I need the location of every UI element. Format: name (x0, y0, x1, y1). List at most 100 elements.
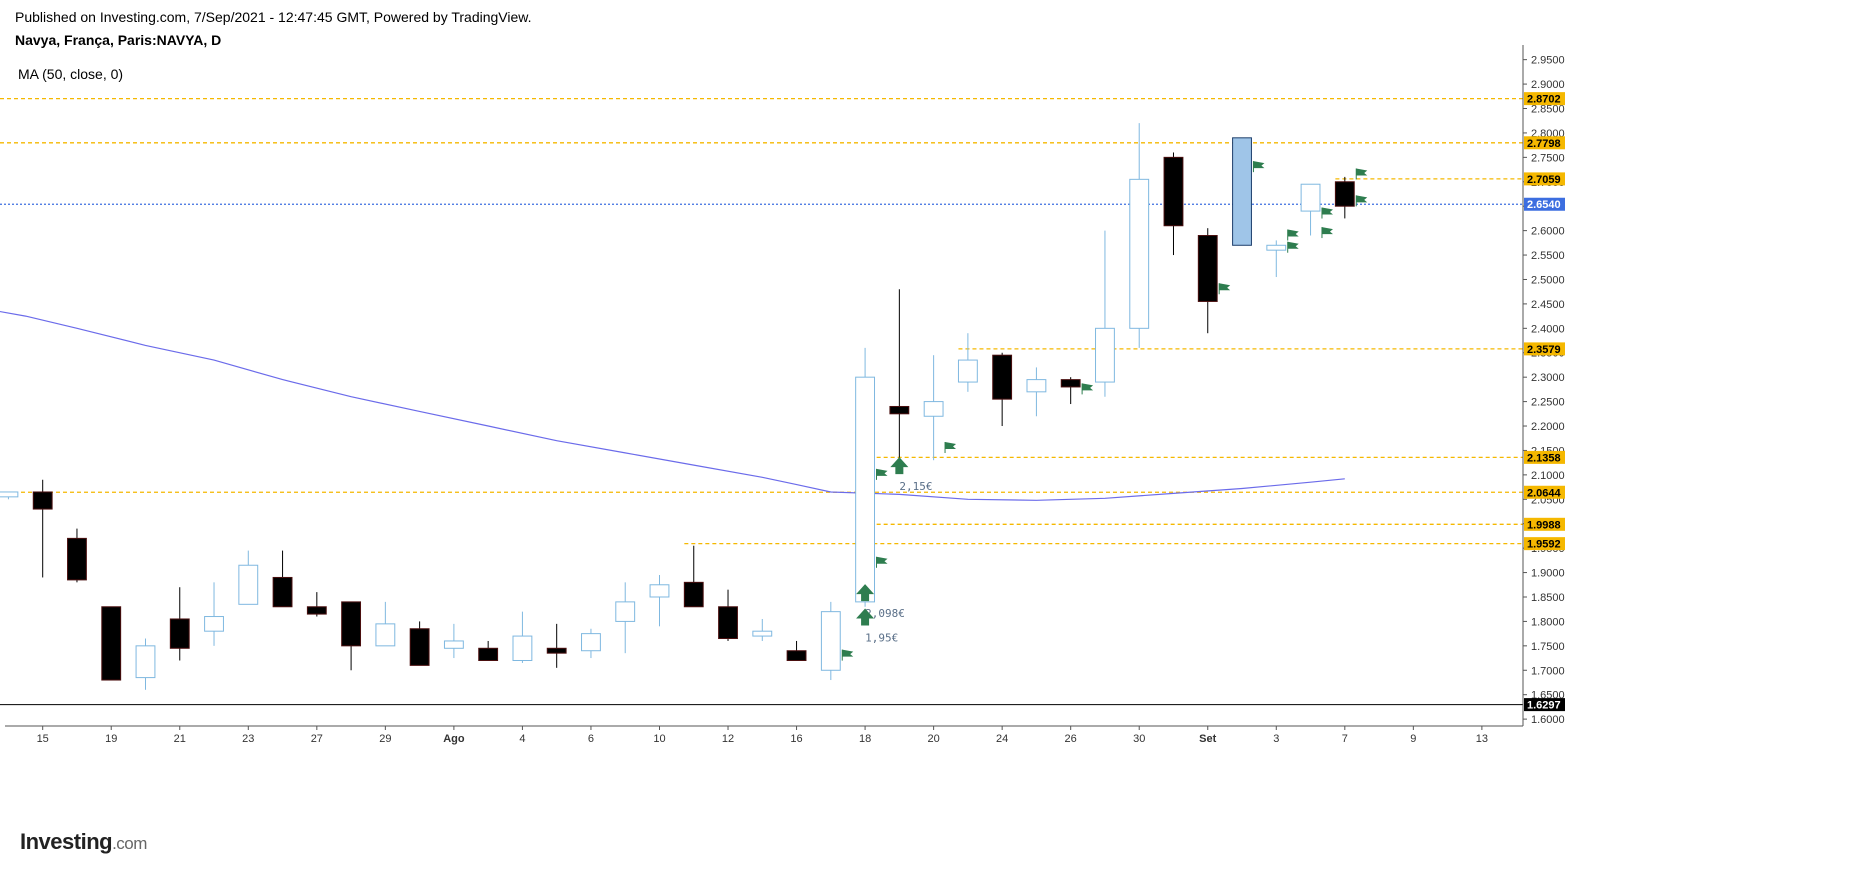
y-tick-label: 2.5000 (1531, 274, 1565, 286)
price-badge-box (1524, 537, 1565, 551)
x-tick-label: 24 (996, 733, 1008, 745)
candle-body (1197, 235, 1218, 302)
arrow-up-icon (890, 457, 909, 475)
moving-average (0, 310, 1345, 501)
price-badge: 1.9988 (1524, 517, 1565, 531)
candle (1266, 240, 1287, 278)
candle (1334, 176, 1355, 219)
flag-marker (876, 468, 888, 480)
x-tick-label: 4 (519, 733, 525, 745)
flag-marker (1321, 207, 1333, 219)
x-tick-label: 19 (105, 733, 117, 745)
price-badge-label: 1.9592 (1527, 539, 1561, 551)
candle (992, 352, 1013, 427)
x-tick-label: 7 (1342, 733, 1348, 745)
annotation-label: 2,15€ (899, 480, 932, 493)
candle-body (615, 601, 636, 622)
flag-marker (876, 556, 888, 568)
price-badge-box (1524, 136, 1565, 150)
price-badge-box (1524, 698, 1565, 712)
candle (306, 592, 327, 617)
candle-body (375, 623, 396, 647)
candle-body (820, 611, 841, 671)
candle-body (478, 647, 499, 661)
price-badge: 2.7798 (1524, 136, 1565, 150)
x-tick-label: 9 (1410, 733, 1416, 745)
flag-marker (944, 442, 957, 454)
price-badge: 2.8702 (1524, 92, 1565, 106)
candle (1095, 230, 1115, 397)
candle-body (1026, 379, 1047, 393)
flag-marker (841, 649, 854, 661)
x-tick-label: Ago (443, 733, 465, 745)
y-tick-label: 1.7500 (1531, 641, 1565, 653)
candle-body (889, 405, 910, 415)
price-badge-label: 2.1358 (1527, 452, 1561, 464)
horizontal-levels (0, 97, 1523, 706)
price-badges: 2.8702 2.7798 2.7059 2.6540 2.3579 2.1358 2.06… (1524, 92, 1565, 712)
investing-logo: Investing.com (20, 829, 147, 855)
candle-body (1334, 181, 1355, 207)
candle (649, 575, 670, 627)
candle (923, 355, 944, 461)
candle (135, 638, 156, 690)
price-annotation: 1,95€ (856, 608, 898, 645)
candle-body (649, 584, 670, 598)
price-badge: 1.6297 (1524, 698, 1565, 712)
y-tick-label: 2.5500 (1531, 250, 1565, 262)
candle-body (957, 359, 978, 383)
y-tick-label: 2.1000 (1531, 470, 1565, 482)
price-badge-label: 2.3579 (1527, 344, 1561, 356)
y-tick-label: 2.9500 (1531, 55, 1565, 67)
arrow-up-icon (856, 584, 875, 602)
candle (683, 545, 704, 608)
flag-marker (1081, 383, 1094, 395)
candle (443, 623, 464, 659)
y-tick-label: 2.2500 (1531, 397, 1565, 409)
flag-marker (1287, 229, 1299, 241)
y-tick-label: 1.9000 (1531, 568, 1565, 580)
flag-icon (1219, 283, 1231, 291)
candle (238, 550, 259, 605)
ma-line (0, 310, 1345, 501)
x-tick-label: 23 (242, 733, 254, 745)
time-axis: 15 19 21 23 27 29 Ago 4 6 10 12 16 18 20 24 26 30 Set 3 7 9 1… (5, 725, 1523, 745)
candle-body (718, 606, 738, 640)
flag-icon (1356, 168, 1368, 176)
logo-suffix: .com (112, 834, 147, 853)
flag-icon (1253, 161, 1265, 169)
price-badge: 2.7059 (1524, 172, 1565, 186)
price-badge-box (1524, 342, 1565, 356)
y-tick-label: 2.9000 (1531, 79, 1565, 91)
candle (1060, 377, 1081, 405)
flag-icon (876, 556, 888, 564)
candle (204, 582, 224, 646)
price-annotation: 2,15€ (890, 457, 932, 493)
y-tick-label: 2.6000 (1531, 226, 1565, 238)
flag-icon (842, 649, 854, 657)
y-tick-label: 2.8500 (1531, 104, 1565, 116)
logo-text: Investing (20, 829, 113, 854)
chart-marks: 2,15€ 2,098€ 1,95€ (841, 161, 1368, 661)
candle (1026, 367, 1047, 417)
x-tick-label: 18 (859, 733, 871, 745)
candle (581, 628, 601, 659)
candle-body (752, 630, 773, 637)
candle (957, 333, 978, 392)
candle (67, 528, 87, 583)
candle-body (1060, 379, 1081, 388)
candle-body (204, 616, 224, 632)
flag-marker (1321, 227, 1333, 239)
candle (272, 550, 293, 608)
x-tick-label: 3 (1273, 733, 1279, 745)
candle (1129, 123, 1150, 348)
x-tick-label: 6 (588, 733, 594, 745)
price-badge-label: 2.6540 (1527, 199, 1561, 211)
annotation-label: 1,95€ (865, 632, 898, 645)
arrow-up-icon (856, 608, 875, 626)
x-tick-label: 27 (311, 733, 323, 745)
price-annotation: 2,098€ (856, 584, 905, 620)
candle-body (409, 628, 430, 666)
candle (32, 479, 53, 578)
